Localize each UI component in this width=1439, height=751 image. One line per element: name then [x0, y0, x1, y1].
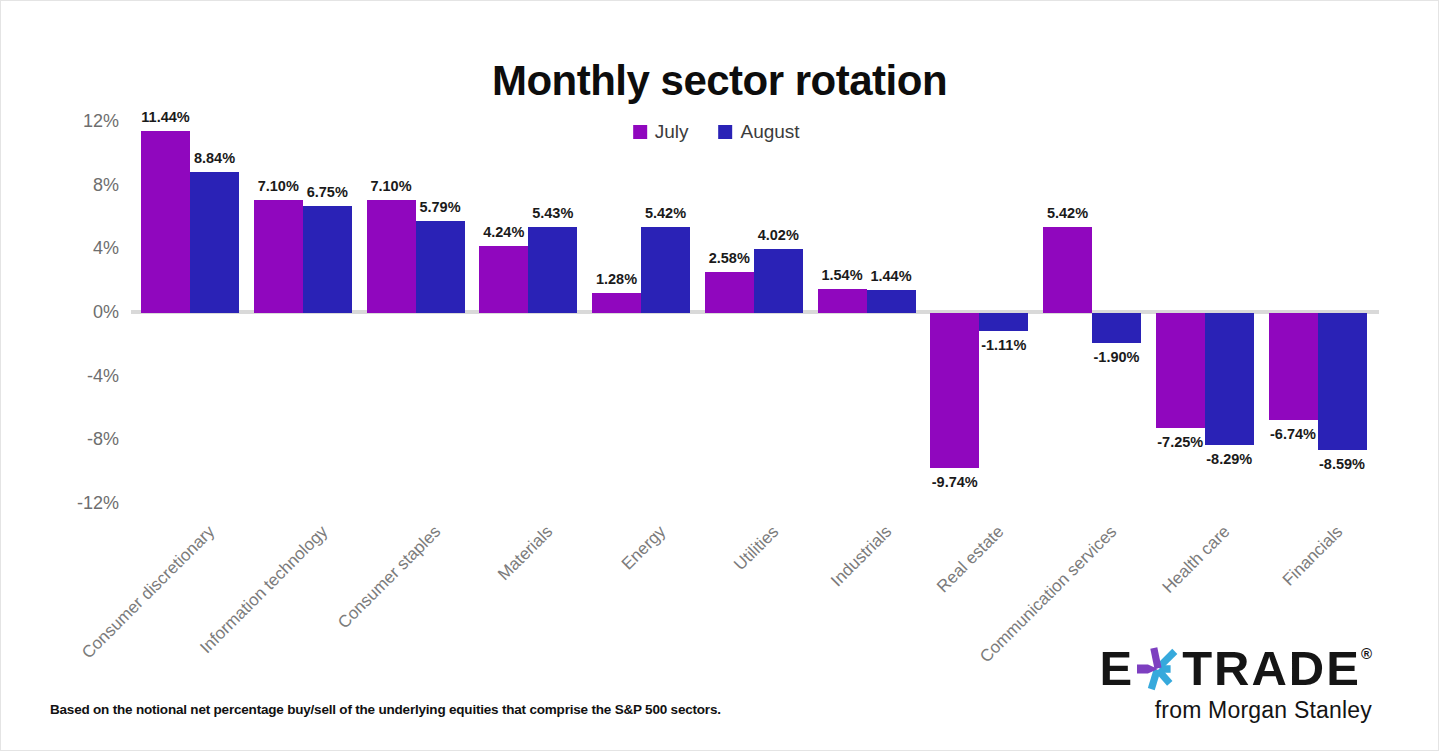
value-label: -7.25% — [1157, 433, 1203, 451]
value-label: 7.10% — [258, 177, 299, 195]
july-bar — [930, 313, 979, 468]
y-axis-tick-label: 0% — [39, 301, 119, 323]
y-axis-tick-label: 4% — [39, 237, 119, 259]
x-axis-category-label: Real estate — [796, 522, 1008, 734]
value-label: 1.54% — [821, 266, 862, 284]
july-bar — [479, 246, 528, 313]
july-bar — [141, 131, 190, 313]
august-bar — [867, 290, 916, 313]
value-label: 2.58% — [709, 249, 750, 267]
value-label: -1.90% — [1094, 348, 1140, 366]
value-label: -1.11% — [981, 336, 1026, 354]
july-bar — [818, 289, 867, 313]
august-bar — [303, 206, 352, 313]
value-label: 5.42% — [645, 204, 686, 222]
value-label: 1.44% — [870, 267, 911, 285]
july-bar — [592, 293, 641, 313]
value-label: 5.42% — [1047, 204, 1088, 222]
august-bar — [528, 227, 577, 313]
august-bar — [754, 249, 803, 313]
plot-area: 12%8%4%0%-4%-8%-12%11.44%8.84%Consumer d… — [1, 1, 1438, 750]
etrade-star-icon — [1137, 646, 1179, 692]
y-axis-tick-label: -8% — [39, 428, 119, 450]
value-label: 6.75% — [307, 183, 348, 201]
y-axis-tick-label: -4% — [39, 365, 119, 387]
brand-tagline: from Morgan Stanley — [1155, 697, 1372, 724]
registered-mark: ® — [1361, 646, 1372, 661]
footnote: Based on the notional net percentage buy… — [50, 702, 721, 717]
value-label: 7.10% — [370, 177, 411, 195]
logo-letter-e: E — [1099, 644, 1134, 693]
august-bar — [1092, 313, 1141, 343]
july-bar — [1269, 313, 1318, 420]
july-bar — [367, 200, 416, 313]
value-label: 5.43% — [532, 204, 573, 222]
value-label: -8.59% — [1319, 455, 1365, 473]
july-bar — [1156, 313, 1205, 428]
august-bar — [641, 227, 690, 313]
july-bar — [1043, 227, 1092, 313]
value-label: 4.02% — [758, 226, 799, 244]
july-bar — [705, 272, 754, 313]
value-label: 1.28% — [596, 270, 637, 288]
value-label: -8.29% — [1206, 450, 1252, 468]
august-bar — [1205, 313, 1254, 445]
y-axis-tick-label: 8% — [39, 174, 119, 196]
july-bar — [254, 200, 303, 313]
y-axis-tick-label: -12% — [39, 492, 119, 514]
august-bar — [416, 221, 465, 313]
logo-letters-trade: TRADE — [1182, 644, 1361, 693]
y-axis-tick-label: 12% — [39, 110, 119, 132]
chart-card: Monthly sector rotation July August 12%8… — [0, 0, 1439, 751]
value-label: -6.74% — [1270, 425, 1316, 443]
value-label: 8.84% — [194, 149, 235, 167]
etrade-logo: E TRADE ® — [1099, 644, 1372, 693]
x-axis-category-label: Communication services — [909, 522, 1121, 734]
value-label: 11.44% — [141, 108, 189, 126]
value-label: 4.24% — [483, 223, 524, 241]
august-bar — [979, 313, 1028, 331]
august-bar — [190, 172, 239, 313]
branding-block: E TRADE ® from Morgan Stanley — [1099, 644, 1372, 724]
value-label: 5.79% — [419, 198, 460, 216]
value-label: -9.74% — [932, 473, 978, 491]
august-bar — [1318, 313, 1367, 450]
